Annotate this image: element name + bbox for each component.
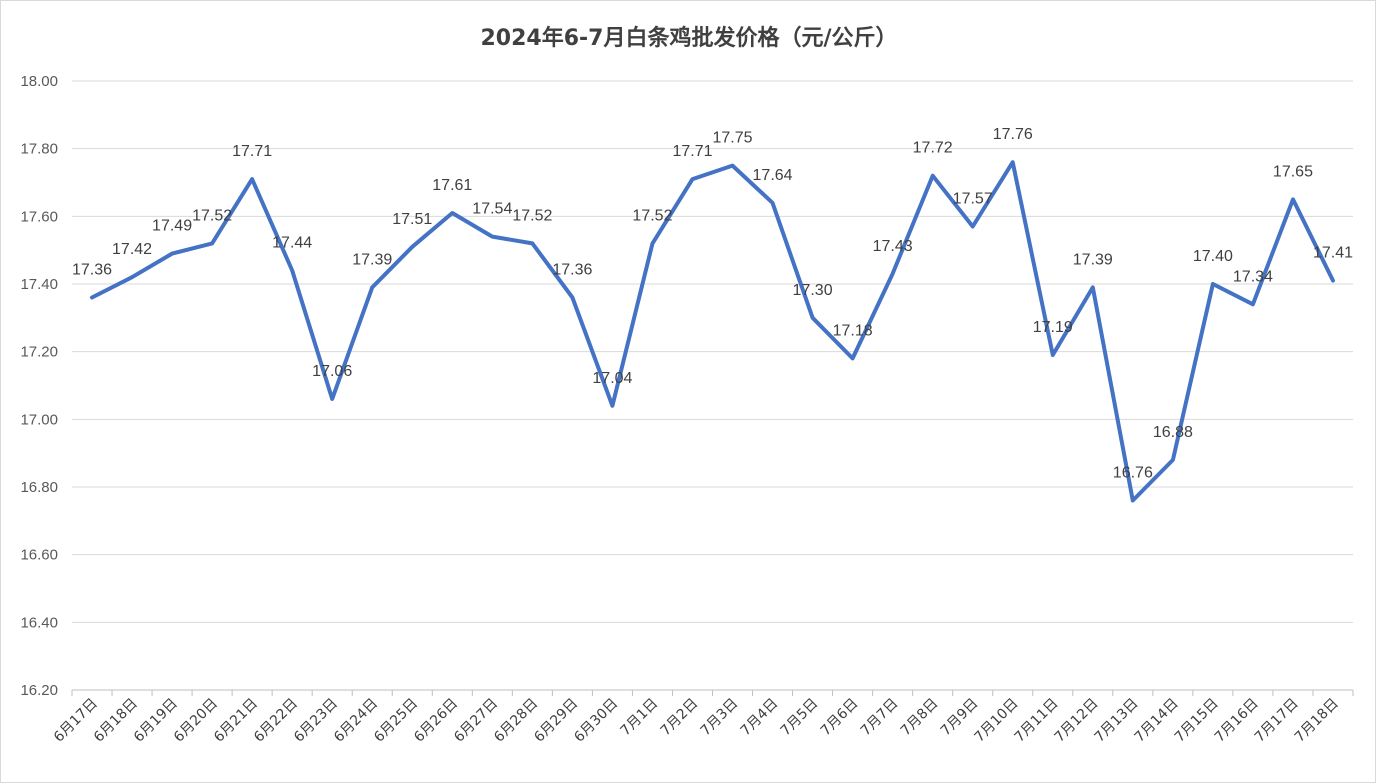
data-label: 17.39 [1073,251,1113,268]
x-tick-label: 7月3日 [698,696,742,740]
x-tick-label: 6月30日 [571,696,621,746]
data-label: 17.18 [833,322,873,339]
x-tick-label: 7月5日 [778,696,822,740]
x-axis [72,690,1353,696]
data-label: 17.19 [1033,319,1073,336]
data-label: 17.04 [592,370,632,387]
data-label: 17.52 [192,207,232,224]
data-label: 17.71 [672,143,712,160]
data-label: 17.72 [913,140,953,157]
series-line-group [92,162,1333,501]
data-label: 17.41 [1313,245,1353,262]
data-label: 17.65 [1273,163,1313,180]
y-tick-label: 17.40 [20,276,58,293]
x-tick-label: 7月6日 [818,696,862,740]
y-tick-label: 16.20 [20,682,58,699]
data-label: 17.52 [632,207,672,224]
y-tick-label: 17.20 [20,344,58,361]
x-axis-tick-labels: 6月17日6月18日6月19日6月20日6月21日6月22日6月23日6月24日… [51,696,1342,746]
y-tick-label: 17.60 [20,208,58,225]
x-tick-label: 7月7日 [858,696,902,740]
data-label: 17.39 [352,251,392,268]
data-label: 17.43 [873,238,913,255]
data-label: 17.36 [552,262,592,279]
y-tick-label: 16.60 [20,547,58,564]
data-label: 16.88 [1153,424,1193,441]
data-label: 17.30 [793,282,833,299]
data-label: 17.36 [72,262,112,279]
data-label: 17.44 [272,234,312,251]
data-label: 17.51 [392,211,432,228]
y-tick-label: 18.00 [20,73,58,90]
data-label: 17.71 [232,143,272,160]
data-label: 17.54 [472,201,512,218]
data-label: 17.75 [712,130,752,147]
x-tick-label: 7月8日 [898,696,942,740]
data-labels: 17.3617.4217.4917.5217.7117.4417.0617.39… [72,126,1353,481]
data-label: 17.52 [512,207,552,224]
data-label: 17.34 [1233,268,1273,285]
data-label: 17.64 [753,167,793,184]
data-label: 17.06 [312,363,352,380]
data-label: 17.42 [112,241,152,258]
data-label: 17.57 [953,190,993,207]
data-label: 17.76 [993,126,1033,143]
data-label: 17.49 [152,218,192,235]
data-label: 16.76 [1113,465,1153,482]
y-tick-label: 16.80 [20,479,58,496]
y-tick-label: 17.00 [20,411,58,428]
y-tick-label: 17.80 [20,141,58,158]
gridlines [72,81,1353,622]
y-axis-tick-labels: 16.20 16.40 16.60 16.80 17.00 17.20 17.40 17.60… [20,73,58,699]
data-label: 17.61 [432,177,472,194]
x-tick-label: 7月2日 [658,696,702,740]
x-tick-label: 7月4日 [738,696,782,740]
x-tick-label: 7月1日 [618,696,662,740]
x-tick-label: 7月18日 [1292,696,1342,746]
y-tick-label: 16.40 [20,614,58,631]
chart-title: 2024年6-7月白条鸡批发价格（元/公斤） [480,25,897,51]
series-line [92,162,1333,500]
data-label: 17.40 [1193,248,1233,265]
